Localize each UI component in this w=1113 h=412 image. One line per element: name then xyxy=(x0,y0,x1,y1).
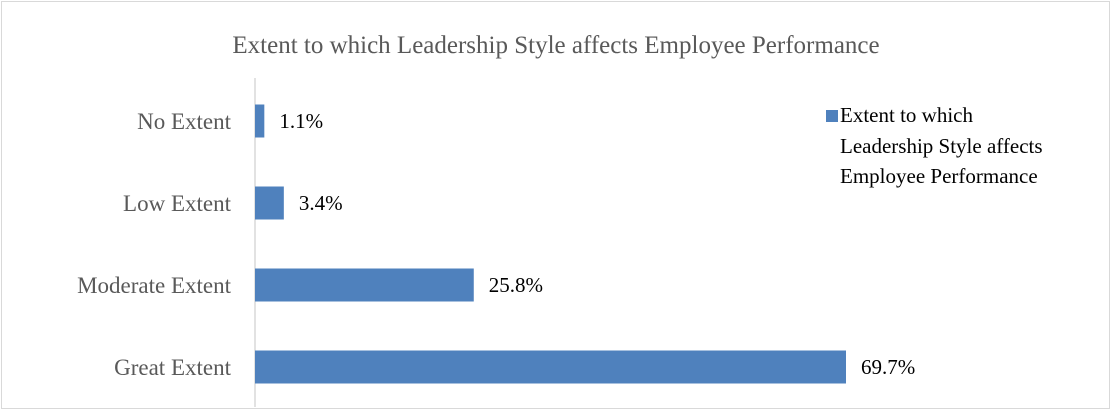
legend-line-1: Extent to which xyxy=(840,103,973,127)
legend-swatch xyxy=(826,110,838,122)
bar-moderate-extent xyxy=(255,268,474,302)
bars-group: No Extent 1.1% Low Extent 3.4% Moderate Exte… xyxy=(77,104,915,384)
y-tick-great-extent: Great Extent xyxy=(114,355,231,380)
y-tick-no-extent: No Extent xyxy=(137,109,232,134)
legend-line-2: Leadership Style affects xyxy=(840,134,1043,158)
y-tick-low-extent: Low Extent xyxy=(123,191,232,216)
legend: Extent to which Leadership Style affects… xyxy=(826,103,1043,188)
bar-low-extent xyxy=(255,186,284,220)
data-label-low-extent: 3.4% xyxy=(299,191,343,215)
data-label-great-extent: 69.7% xyxy=(861,355,915,379)
bar-great-extent xyxy=(255,350,846,384)
y-tick-moderate-extent: Moderate Extent xyxy=(77,273,232,298)
legend-line-3: Employee Performance xyxy=(840,164,1038,188)
data-label-moderate-extent: 25.8% xyxy=(489,273,543,297)
bar-no-extent xyxy=(255,104,265,138)
chart-title: Extent to which Leadership Style affects… xyxy=(232,32,879,59)
data-label-no-extent: 1.1% xyxy=(279,109,323,133)
